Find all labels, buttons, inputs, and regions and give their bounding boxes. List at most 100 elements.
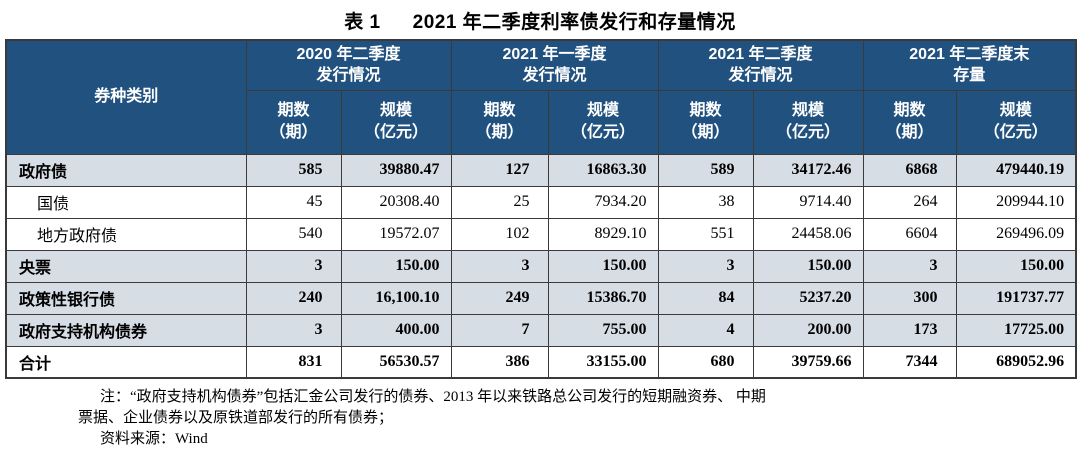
cell: 16,100.10 xyxy=(340,281,452,315)
cell: 150.00 xyxy=(955,249,1077,283)
subheader-scale-line1: 规模 xyxy=(587,102,620,120)
group-header-line2: 发行情况 xyxy=(316,67,381,85)
cell: 249 xyxy=(450,281,549,315)
subheader-scale-line2: （亿元） xyxy=(983,124,1048,141)
subheader-count: 期数 （期） xyxy=(245,89,342,155)
cell: 479440.19 xyxy=(955,153,1077,187)
row-label: 国债 xyxy=(5,185,247,219)
cell: 84 xyxy=(657,281,754,315)
cell: 689052.96 xyxy=(955,345,1077,379)
col-header-category: 券种类别 xyxy=(5,39,247,155)
cell: 191737.77 xyxy=(955,281,1077,315)
row-label: 地方政府债 xyxy=(5,217,247,251)
cell: 6604 xyxy=(862,217,957,251)
cell: 5237.20 xyxy=(752,281,864,315)
subheader-scale: 规模 （亿元） xyxy=(955,89,1077,155)
subheader-scale-line1: 规模 xyxy=(999,102,1032,120)
header-group-row: 券种类别 2020 年二季度 发行情况 2021 年一季度 发行情况 2021 … xyxy=(5,39,1077,155)
header-sub-row: 期数 （期） 规模 （亿元） 期数 （期） 规模 （亿元） 期数 （期） xyxy=(6,89,1077,155)
cell: 45 xyxy=(245,185,342,219)
cell: 102 xyxy=(450,217,549,251)
subheader-scale-line1: 规模 xyxy=(792,102,825,120)
cell: 7344 xyxy=(862,345,957,379)
table-row-central-bank-bills: 央票 3 150.00 3 150.00 3 150.00 3 150.00 xyxy=(5,249,1077,283)
cell: 589 xyxy=(657,153,754,187)
cell: 240 xyxy=(245,281,342,315)
subheader-count-line2: （期） xyxy=(681,124,730,141)
cell: 3 xyxy=(657,249,754,283)
cell: 150.00 xyxy=(340,249,452,283)
group-header-line2: 发行情况 xyxy=(522,67,587,85)
subheader-count: 期数 （期） xyxy=(657,89,754,155)
row-label: 政策性银行债 xyxy=(5,281,247,315)
cell: 831 xyxy=(245,345,342,379)
bond-issuance-table: 券种类别 2020 年二季度 发行情况 2021 年一季度 发行情况 2021 … xyxy=(5,39,1078,379)
group-header-line1: 2021 年一季度 xyxy=(502,45,607,63)
cell: 9714.40 xyxy=(752,185,864,219)
group-header-line1: 2021 年二季度末 xyxy=(909,45,1030,63)
subheader-scale: 规模 （亿元） xyxy=(340,89,452,155)
group-header-line1: 2021 年二季度 xyxy=(708,45,813,63)
cell: 39880.47 xyxy=(340,153,452,187)
table-row-policy-bank-bonds: 政策性银行债 240 16,100.10 249 15386.70 84 523… xyxy=(5,281,1077,315)
cell: 173 xyxy=(862,313,957,347)
group-header-2021q2-issuance: 2021 年二季度 发行情况 xyxy=(657,39,864,91)
table-footnote: 注：“政府支持机构债券”包括汇金公司发行的债券、2013 年以来铁路总公司发行的… xyxy=(78,387,978,450)
cell: 17725.00 xyxy=(955,313,1077,347)
footnote-note-line1: 注：“政府支持机构债券”包括汇金公司发行的债券、2013 年以来铁路总公司发行的… xyxy=(100,389,766,405)
cell: 585 xyxy=(245,153,342,187)
table-title: 表 1 2021 年二季度利率债发行和存量情况 xyxy=(0,0,1080,36)
cell: 150.00 xyxy=(752,249,864,283)
subheader-count-line2: （期） xyxy=(885,124,934,141)
cell: 6868 xyxy=(862,153,957,187)
subheader-count-line1: 期数 xyxy=(689,102,722,120)
cell: 269496.09 xyxy=(955,217,1077,251)
subheader-scale: 规模 （亿元） xyxy=(547,89,659,155)
cell: 127 xyxy=(450,153,549,187)
group-header-2020q2-issuance: 2020 年二季度 发行情况 xyxy=(245,39,452,91)
cell: 15386.70 xyxy=(547,281,659,315)
group-header-line2: 存量 xyxy=(953,67,986,85)
cell: 4 xyxy=(657,313,754,347)
subheader-count-line1: 期数 xyxy=(277,102,310,120)
cell: 34172.46 xyxy=(752,153,864,187)
table-caption: 2021 年二季度利率债发行和存量情况 xyxy=(412,12,736,33)
group-header-2021q2-outstanding: 2021 年二季度末 存量 xyxy=(862,39,1077,91)
row-label: 政府支持机构债券 xyxy=(5,313,247,347)
group-header-line2: 发行情况 xyxy=(728,67,793,85)
subheader-count: 期数 （期） xyxy=(862,89,957,155)
group-header-line1: 2020 年二季度 xyxy=(296,45,401,63)
table-row-local-government-bonds: 地方政府债 540 19572.07 102 8929.10 551 24458… xyxy=(5,217,1077,251)
footnote-source: 资料来源：Wind xyxy=(100,431,208,447)
subheader-count-line2: （期） xyxy=(269,124,318,141)
cell: 7934.20 xyxy=(547,185,659,219)
table-row-government-bonds: 政府债 585 39880.47 127 16863.30 589 34172.… xyxy=(5,153,1077,187)
cell: 3 xyxy=(245,249,342,283)
cell: 25 xyxy=(450,185,549,219)
cell: 38 xyxy=(657,185,754,219)
cell: 39759.66 xyxy=(752,345,864,379)
subheader-count-line2: （期） xyxy=(475,124,524,141)
row-label: 政府债 xyxy=(5,153,247,187)
cell: 56530.57 xyxy=(340,345,452,379)
subheader-scale: 规模 （亿元） xyxy=(752,89,864,155)
subheader-count-line1: 期数 xyxy=(893,102,926,120)
subheader-scale-line2: （亿元） xyxy=(364,124,429,141)
cell: 3 xyxy=(450,249,549,283)
cell: 7 xyxy=(450,313,549,347)
cell: 20308.40 xyxy=(340,185,452,219)
cell: 209944.10 xyxy=(955,185,1077,219)
cell: 19572.07 xyxy=(340,217,452,251)
table-row-treasury-bonds: 国债 45 20308.40 25 7934.20 38 9714.40 264… xyxy=(5,185,1077,219)
cell: 300 xyxy=(862,281,957,315)
subheader-scale-line2: （亿元） xyxy=(776,124,841,141)
group-header-2021q1-issuance: 2021 年一季度 发行情况 xyxy=(450,39,659,91)
cell: 551 xyxy=(657,217,754,251)
subheader-scale-line2: （亿元） xyxy=(571,124,636,141)
subheader-count: 期数 （期） xyxy=(450,89,549,155)
cell: 24458.06 xyxy=(752,217,864,251)
cell: 386 xyxy=(450,345,549,379)
row-label: 央票 xyxy=(5,249,247,283)
table-number: 表 1 xyxy=(344,12,381,33)
cell: 755.00 xyxy=(547,313,659,347)
